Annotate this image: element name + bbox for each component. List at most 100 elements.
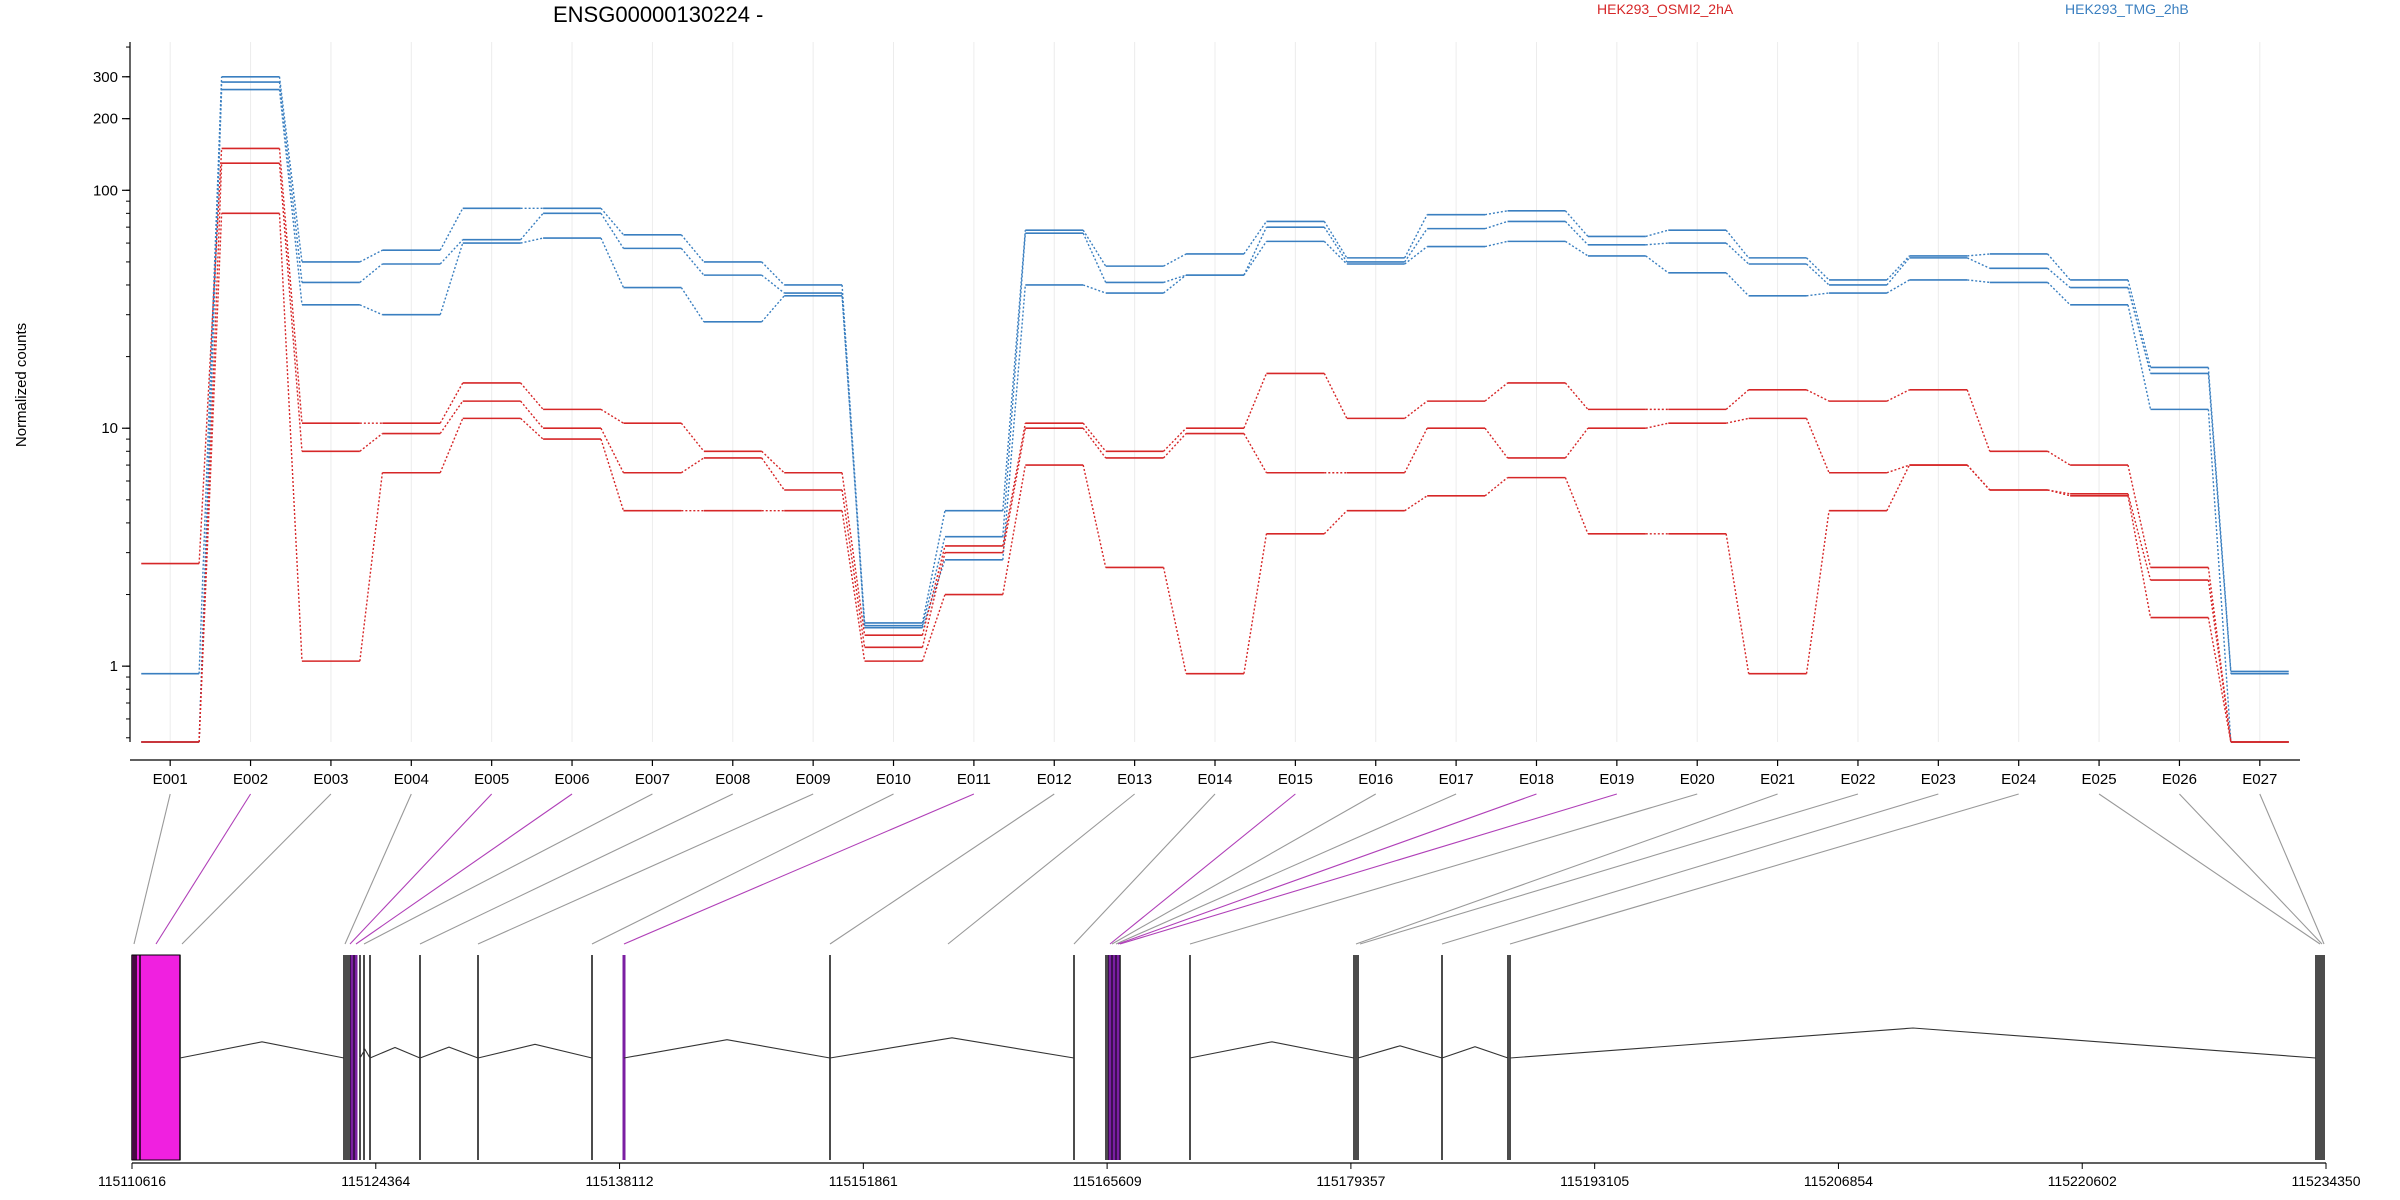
series-1-link-2 <box>278 76 303 263</box>
series-2-link-15 <box>1323 226 1348 263</box>
x-tick-label-e019: E019 <box>1599 771 1634 788</box>
exon-connectors <box>133 793 2325 945</box>
x-tick-label-e014: E014 <box>1197 771 1232 788</box>
series-5-link-13 <box>1163 433 1187 459</box>
connector-e001 <box>133 793 171 945</box>
connector-e015 <box>1109 793 1296 945</box>
intron-6 <box>623 1039 831 1059</box>
series-2-link-13 <box>1163 274 1187 284</box>
x-tick-label-e008: E008 <box>715 771 750 788</box>
x-tick-label-e023: E023 <box>1921 771 1956 788</box>
series-3-link-13 <box>1163 274 1187 294</box>
series-3-link-10 <box>921 559 946 628</box>
series-4-link-9 <box>841 472 866 636</box>
series-4-link-11 <box>1002 423 1027 547</box>
series-6-link-13 <box>1162 567 1187 674</box>
x-tick-label-e025: E025 <box>2082 771 2117 788</box>
series-3-link-24 <box>2047 281 2071 306</box>
series-6-link-21 <box>1805 510 1830 674</box>
series-lines <box>141 75 2289 743</box>
connector-e020 <box>1189 793 1698 945</box>
series-3-link-11 <box>1002 284 1027 560</box>
x-tick-label-e022: E022 <box>1840 771 1875 788</box>
connector-e022 <box>1359 793 1859 945</box>
series-2-link-4 <box>439 239 464 265</box>
series-4-link-17 <box>1484 382 1508 402</box>
series-3-link-8 <box>761 295 785 323</box>
series-3-link-21 <box>1806 292 1830 297</box>
series-5-link-4 <box>439 400 464 434</box>
series-4-link-7 <box>680 422 705 452</box>
series-1-link-18 <box>1564 210 1589 237</box>
series-1-link-16 <box>1404 214 1428 259</box>
series-1-link-1 <box>198 76 223 674</box>
y-axis-label: Normalized counts <box>13 323 30 447</box>
series-2-link-9 <box>841 292 866 626</box>
series-4-link-21 <box>1806 389 1830 402</box>
series-1-link-12 <box>1082 229 1107 267</box>
intron-1 <box>179 1041 345 1059</box>
legend-entry-osmi2: HEK293_OSMI2_2hA <box>1597 1 1734 17</box>
series-2-link-20 <box>1725 242 1750 265</box>
x-tick-label-e015: E015 <box>1278 771 1313 788</box>
intron-3 <box>369 1046 421 1059</box>
series-4-link-15 <box>1323 373 1348 419</box>
x-tick-label-e002: E002 <box>233 771 268 788</box>
series-5-link-14 <box>1243 433 1268 474</box>
chart-title: ENSG00000130224 - <box>553 2 763 27</box>
series-3-link-22 <box>1886 279 1910 294</box>
intron-2 <box>359 1048 371 1059</box>
coord-label-115234350: 115234350 <box>2291 1173 2360 1189</box>
series-5-link-19 <box>1645 422 1669 429</box>
series-2-link-6 <box>600 212 625 249</box>
series-line-3 <box>141 88 2289 743</box>
connector-e011 <box>623 793 975 945</box>
series-6-link-24 <box>2047 489 2071 497</box>
series-6-link-25 <box>2127 495 2152 618</box>
series-3-link-23 <box>1967 279 1990 284</box>
series-5-link-2 <box>278 163 303 452</box>
series-6-link-18 <box>1564 477 1589 535</box>
vertical-gridlines <box>169 42 2261 742</box>
series-1-link-7 <box>680 234 705 263</box>
series-3-link-26 <box>2207 409 2232 743</box>
connector-e026 <box>2179 793 2323 945</box>
series-3-link-12 <box>1082 284 1106 294</box>
connector-e002 <box>155 793 252 945</box>
series-6-link-20 <box>1725 533 1750 674</box>
coord-label-115151861: 115151861 <box>829 1173 898 1189</box>
series-3-link-20 <box>1725 272 1750 297</box>
series-3-link-18 <box>1565 240 1589 257</box>
series-1-link-21 <box>1806 257 1830 281</box>
series-1-link-24 <box>2047 253 2071 281</box>
series-1-link-19 <box>1645 229 1669 238</box>
series-1-link-13 <box>1163 253 1187 267</box>
x-tick-label-e021: E021 <box>1760 771 1795 788</box>
series-line-4 <box>141 147 2289 743</box>
series-5-link-8 <box>761 457 785 491</box>
connector-e005 <box>349 793 493 945</box>
x-tick-label-e020: E020 <box>1680 771 1715 788</box>
connector-e003 <box>181 793 332 945</box>
series-4-link-20 <box>1725 389 1750 410</box>
series-3-link-9 <box>841 295 866 628</box>
series-6-link-3 <box>359 472 384 662</box>
series-4-link-2 <box>278 148 303 424</box>
connector-e009 <box>477 793 814 945</box>
series-6-link-26 <box>2207 617 2232 743</box>
series-5-link-10 <box>921 552 946 648</box>
x-tick-label-e026: E026 <box>2162 771 2197 788</box>
exon-highlight-5 <box>1112 955 1116 1160</box>
series-2-link-23 <box>1966 257 1991 269</box>
connector-e025 <box>2098 793 2321 945</box>
series-6-link-10 <box>921 594 946 662</box>
series-3-link-4 <box>439 242 464 315</box>
series-2-link-3 <box>359 263 383 283</box>
series-5-link-12 <box>1082 427 1107 459</box>
series-4-link-5 <box>520 382 544 410</box>
series-1-link-8 <box>761 261 785 286</box>
series-2-link-17 <box>1484 220 1508 230</box>
connector-e018 <box>1117 793 1537 945</box>
series-2-link-22 <box>1886 257 1910 286</box>
series-4-link-16 <box>1404 400 1428 419</box>
